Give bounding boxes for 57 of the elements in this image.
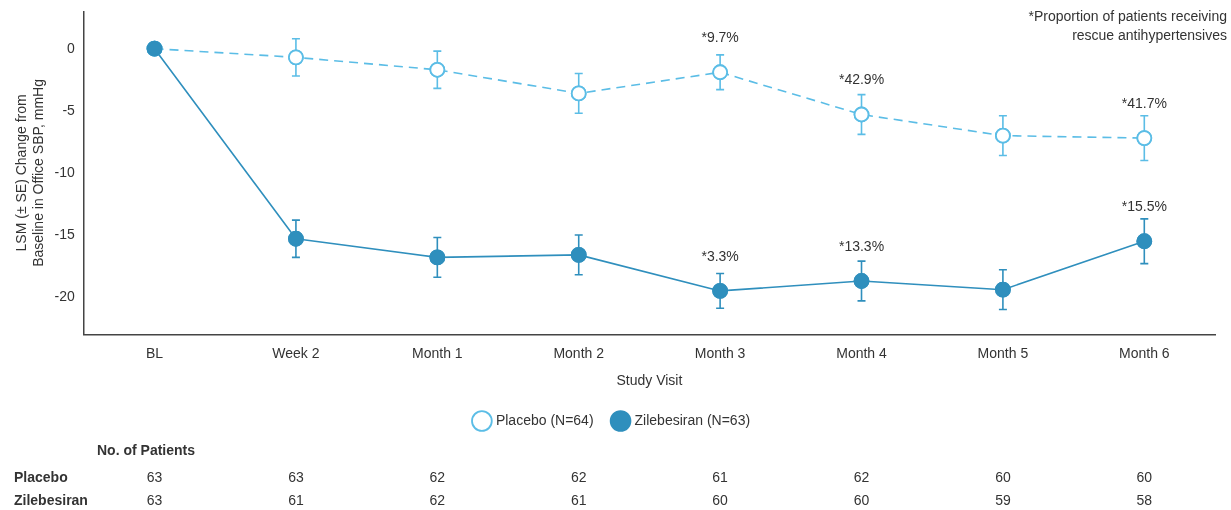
point: [853, 273, 870, 289]
annotation: *15.5%: [1121, 198, 1167, 215]
x-axis-title: Study Visit: [616, 372, 683, 389]
text: 61: [570, 491, 587, 508]
text: 61: [288, 491, 304, 508]
text: 62: [429, 468, 446, 485]
point: [1136, 130, 1153, 147]
legend-label: Placebo (N=64): [495, 411, 594, 428]
point: [429, 61, 446, 78]
x-tick-label: Month 6: [1119, 344, 1170, 361]
x-tick-label: Week 2: [272, 344, 320, 361]
legend-label: Zilebesiran (N=63): [634, 411, 751, 428]
x-tick-label: Month 1: [412, 344, 463, 361]
annotation: *13.3%: [838, 237, 885, 254]
text: Placebo: [14, 468, 68, 485]
point: [995, 127, 1011, 144]
point: [429, 249, 446, 266]
text: 63: [146, 491, 163, 508]
y-axis-title: LSM (± SE) Change from Baseline in Office SBP, mmHg: [13, 79, 47, 267]
point: [995, 281, 1011, 298]
annotation: *42.9%: [838, 71, 885, 88]
y-tick-label: 0: [67, 39, 76, 56]
annotation: *41.7%: [1121, 94, 1167, 111]
point: [853, 106, 870, 123]
text: 60: [1136, 468, 1153, 485]
text: 62: [853, 468, 870, 485]
y-tick-label: -20: [54, 287, 76, 304]
x-tick-label: Month 4: [836, 344, 888, 361]
text: Zilebesiran: [14, 491, 88, 508]
annotation: *9.7%: [701, 29, 739, 46]
x-tick-label: Month 3: [694, 344, 746, 361]
y-tick-label: -10: [54, 163, 76, 180]
point: [288, 230, 304, 247]
text: 63: [146, 468, 163, 485]
text: 60: [853, 491, 870, 508]
text: 59: [995, 491, 1011, 508]
text: 58: [1136, 491, 1153, 508]
point: [570, 85, 587, 102]
text: No. of Patients: [97, 441, 196, 458]
point: [1136, 233, 1153, 250]
point: [712, 64, 729, 81]
y-tick-label: -5: [62, 101, 76, 118]
point: [570, 246, 587, 263]
text: 62: [570, 468, 587, 485]
text: 60: [712, 491, 729, 508]
x-tick-label: BL: [145, 344, 164, 361]
x-tick-label: Month 5: [977, 344, 1029, 361]
text: 63: [288, 468, 304, 485]
annotation: *Proportion of patients receiving rescue antihypertensives: [1028, 7, 1227, 43]
point: [288, 49, 304, 66]
text: 61: [712, 468, 729, 485]
annotation: *3.3%: [701, 247, 739, 264]
y-tick-label: -15: [54, 225, 76, 242]
text: 62: [429, 491, 446, 508]
text: 60: [995, 468, 1011, 485]
point: [712, 283, 729, 299]
x-tick-label: Month 2: [553, 344, 605, 361]
